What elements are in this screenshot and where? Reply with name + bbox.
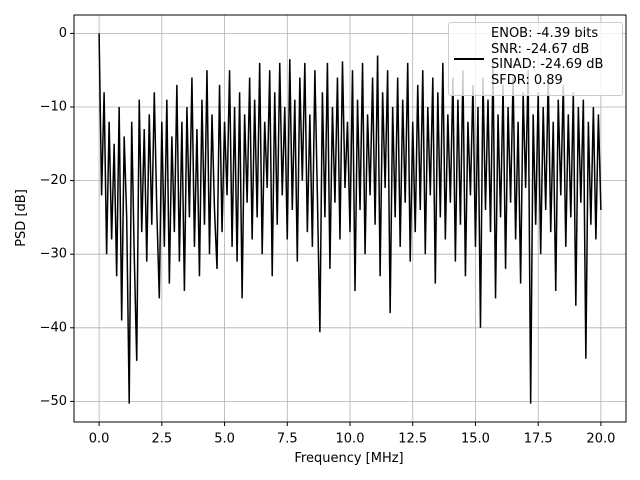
x-tick-label: 10.0 <box>336 432 365 447</box>
y-tick-label: −50 <box>40 394 67 409</box>
y-axis-label: PSD [dB] <box>14 189 29 247</box>
y-tick-label: −40 <box>40 320 67 335</box>
legend-label: ENOB: -4.39 bits SNR: -24.67 dB SINAD: -… <box>491 26 604 88</box>
y-tick-label: −10 <box>40 99 67 114</box>
plot-frame <box>73 14 627 423</box>
x-tick-label: 5.0 <box>214 432 235 447</box>
x-tick-label: 12.5 <box>398 432 427 447</box>
x-tick-label: 0.0 <box>89 432 110 447</box>
x-tick-label: 20.0 <box>586 432 615 447</box>
x-tick-label: 17.5 <box>524 432 553 447</box>
y-tick-label: 0 <box>59 26 67 41</box>
legend: ENOB: -4.39 bits SNR: -24.67 dB SINAD: -… <box>448 22 623 96</box>
legend-swatch <box>454 58 484 60</box>
x-tick-label: 2.5 <box>151 432 172 447</box>
y-tick-label: −30 <box>40 247 67 262</box>
x-tick-label: 15.0 <box>461 432 490 447</box>
series-line <box>98 33 602 404</box>
y-tick-label: −20 <box>40 173 67 188</box>
x-axis-label: Frequency [MHz] <box>294 451 403 466</box>
x-tick-label: 7.5 <box>277 432 298 447</box>
